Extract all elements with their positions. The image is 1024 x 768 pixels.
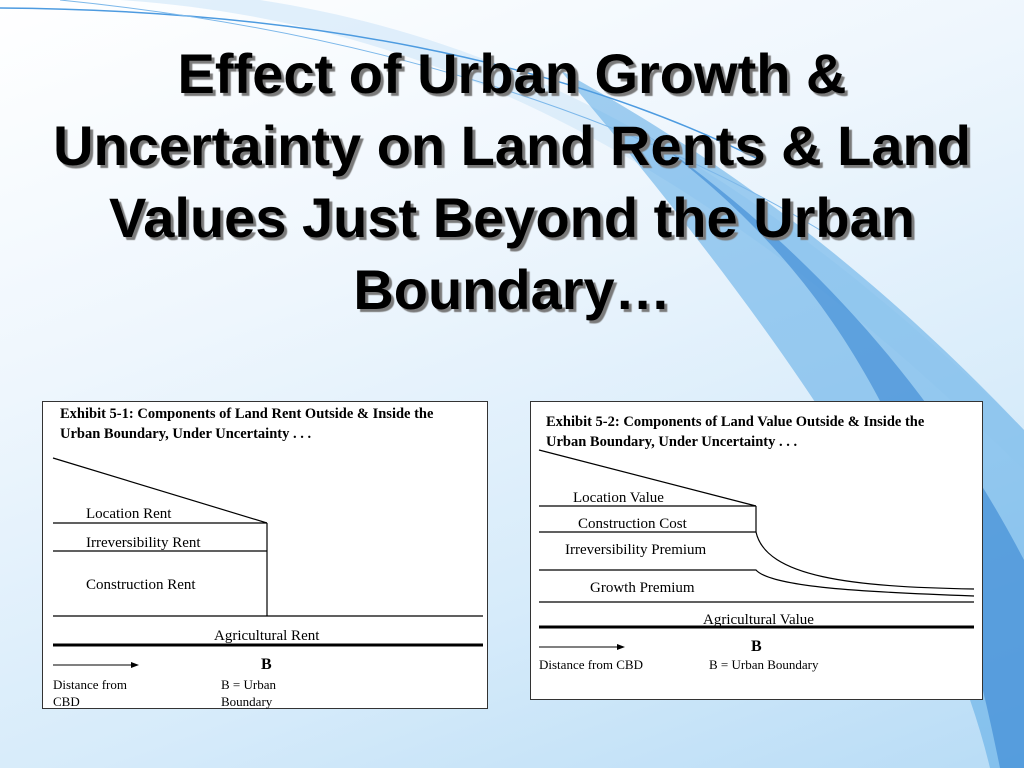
construction-rent-label: Construction Rent [86, 577, 196, 593]
boundary-marker: B [261, 656, 272, 673]
location-value-slope [538, 449, 757, 507]
irreversibility-premium-label: Irreversibility Premium [565, 542, 707, 558]
growth-premium-label: Growth Premium [590, 580, 695, 596]
boundary-marker: B [751, 638, 762, 655]
arrow-head [617, 644, 625, 650]
value-diagram-lines [538, 449, 975, 650]
agricultural-rent-label: Agricultural Rent [214, 628, 320, 644]
location-value-label: Location Value [573, 490, 664, 506]
distance-label: Distance from CBD [53, 677, 128, 709]
growth-premium-curve [539, 569, 975, 597]
boundary-label: B = Urban Boundary [221, 677, 276, 709]
irreversibility-rent-label: Irreversibility Rent [86, 535, 201, 551]
boundary-label: B = Urban Boundary [709, 657, 819, 672]
distance-label: Distance from CBD [539, 657, 643, 672]
slide-title: Effect of Urban Growth & Uncertainty on … [53, 42, 971, 321]
location-rent-slope [52, 457, 268, 524]
agricultural-value-label: Agricultural Value [703, 612, 814, 628]
location-rent-label: Location Rent [86, 506, 172, 522]
arrow-head [131, 662, 139, 668]
exhibit-title: Exhibit 5-1: Components of Land Rent Out… [60, 406, 434, 442]
rent-diagram-lines [52, 457, 483, 668]
exhibit-title: Exhibit 5-2: Components of Land Value Ou… [546, 414, 925, 450]
exhibit-land-value-diagram: Exhibit 5-2: Components of Land Value Ou… [530, 401, 983, 700]
exhibit-land-rent-diagram: Exhibit 5-1: Components of Land Rent Out… [42, 401, 488, 709]
irreversibility-premium-curve [755, 531, 975, 590]
construction-cost-label: Construction Cost [578, 516, 687, 532]
